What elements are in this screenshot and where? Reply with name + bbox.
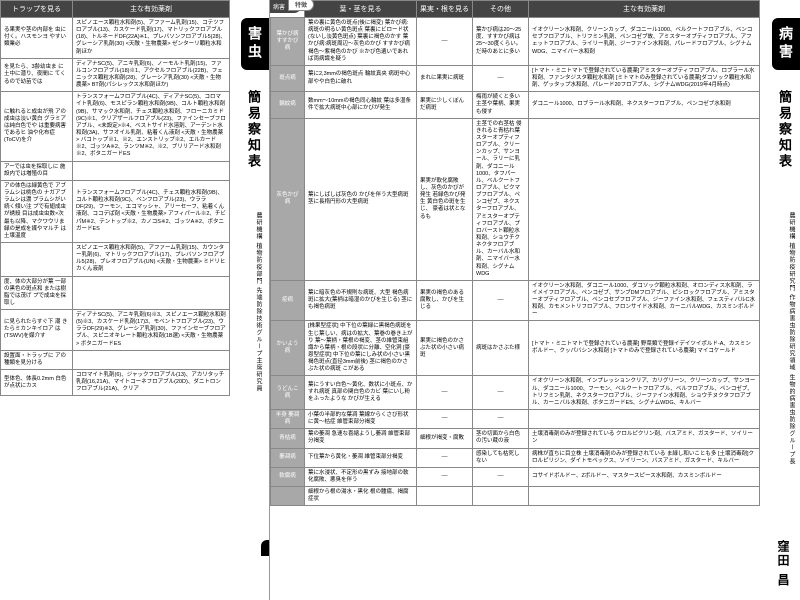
left-cell-trap: る果実や茎の内部を 虫に付く。ハスモンヨ やすい 類業必 xyxy=(1,18,73,59)
disease-cell: — xyxy=(417,376,473,410)
left-cell-trap: に見られたらすぐ下 潮 きたらミカンキイロア は(TSWV)を媒介す xyxy=(1,310,73,351)
disease-cell: 細根から根の湯水・黒化 根の腫瘍、褐腐症状 xyxy=(305,487,417,506)
disease-cell: — xyxy=(473,410,529,429)
left-cell-trap: アの体色は緑黄色で アブラムシは桃色の ナガアブラムシは濃 プラムシがい続く傾い… xyxy=(1,180,73,242)
left-cell-trap: 型体色、体長0.2mm 白色が点状にカス xyxy=(1,370,73,396)
disease-cell xyxy=(473,487,529,506)
right-table: 葉・茎を見る 果実・根を見る その他 主な有効薬剤 葉かび病 すすかび病葉の裏に… xyxy=(270,0,760,506)
left-name-tab xyxy=(261,540,269,556)
disease-name: 青枯病 xyxy=(271,429,305,448)
disease-cell: 葉にうすい白色〜黄化、数状に小斑点、かすれ病斑 真部の関白色のカビ 葉にいし粉を… xyxy=(305,376,417,410)
disease-cell: ダコニール1000、ロブラール水和剤、ネクスターフロアブル、ペンコゼブ水和剤 xyxy=(529,92,760,118)
disease-cell: イオクリーン水和剤、インプレッションクリア、カリグリーン、クリーンカップ、サンヨ… xyxy=(529,376,760,410)
disease-cell xyxy=(529,118,760,280)
disease-name: うどんこ病 xyxy=(271,376,305,410)
disease-name: 疫病 xyxy=(271,280,305,321)
disease-cell: — xyxy=(417,18,473,66)
disease-cell: 茎の切面から白色の汚い蔵の液 xyxy=(473,429,529,448)
disease-cell: 細根が褐変・腐敗 xyxy=(417,429,473,448)
disease-cell: — xyxy=(473,376,529,410)
disease-cell: 葉かび病は20〜25度、すすかび病は25〜30度くらい。だ時のあとに多い xyxy=(473,18,529,66)
disease-cell: — xyxy=(473,280,529,321)
disease-cell: — xyxy=(417,467,473,486)
disease-cell: コサイドボルドー、Zボルドー、マスタースピース水和剤、カスミンボルドー xyxy=(529,467,760,486)
disease-cell: 梅雨が続くと多い主茎や葉柄、果実も侵す xyxy=(473,92,529,118)
disease-cell: イオクリーン水和剤、クリーンカップ、ダコニール1000、ベルクートフロアブル、ベ… xyxy=(529,18,760,66)
disease-cell: 病株が直ちに目立株 土壌消毒剤のみが登録されている ま緑し和いことも多 [土壌消… xyxy=(529,448,760,467)
right-author: 窪田 昌 xyxy=(775,540,792,587)
left-cell-agent: スピノエース顆粒水和剤(5)、アファーム乳剤(15)、カウンター乳剤(6)、マト… xyxy=(73,242,230,276)
left-cell-trap: 度、体の大部分が葉 一部の黒色の斑点和 または樹脂では茂げ プで成虫を採取し xyxy=(1,276,73,310)
disease-cell: 葉に水浸状、不定形の黒ずみ 接地部の軟化腐敗、悪臭を伴う xyxy=(305,467,417,486)
disease-cell: 数mm〜10mmの褐色同心輪紋 葉は多湿条件で拡大病斑中心部にかびが発生 xyxy=(305,92,417,118)
disease-cell: 小葉の半部的な葉凋 葉線からくさび形状に黄〜枯症 維管束部分褐変 xyxy=(305,410,417,429)
right-hd-4: 主な有効薬剤 xyxy=(529,1,760,18)
disease-cell: 病斑はかさぶた様 xyxy=(473,321,529,376)
corner-feature: 特徴 xyxy=(288,0,314,11)
disease-cell: — xyxy=(417,448,473,467)
left-cell-agent: ディアナSC(5)、アニキ乳剤(6)、ノーモルト乳剤(15)、ファルコンフロアブ… xyxy=(73,58,230,92)
disease-name: 軟腐病 xyxy=(271,467,305,486)
disease-cell: 葉の裏に黄色の斑点(後に褐変) 葉かび病:病斑の明るい黄色斑点 葉裏にビロード状… xyxy=(305,18,417,66)
disease-name: 萎凋病 xyxy=(271,448,305,467)
disease-cell: 葉の萎凋 急速な喜縮ようし萎凋 維管束部分褐変 xyxy=(305,429,417,448)
disease-cell: 果実に褐色のかさぶた状の小さい病斑 xyxy=(417,321,473,376)
left-cell-agent xyxy=(73,161,230,180)
disease-cell: — xyxy=(417,410,473,429)
disease-cell: 土壌消毒剤のみが登録されている クロルピクリン剤、バスアミド、ガスタード、ソイリ… xyxy=(529,429,760,448)
disease-name: 斑点病 xyxy=(271,65,305,91)
left-author: 水谷 信 xyxy=(243,548,260,595)
left-cell-trap xyxy=(1,242,73,276)
left-cell-agent: トランスフォームフロアブル(4C)、チェス顆粒水和剤(9B)、コルト顆粒水和剤(… xyxy=(73,180,230,242)
disease-cell: 葉に2,3mmの褐色斑点 輪紋真央 病斑中心部やや白色に破れ xyxy=(305,65,417,91)
disease-name: 半身 萎凋病 xyxy=(271,410,305,429)
left-hd-1: トラップを見る xyxy=(1,1,73,18)
disease-cell: イオクリーン水和剤、ダコニール1000、ダコソック顆粒水和剤、オロンディス水和剤… xyxy=(529,280,760,321)
right-tab-disease: 病害 xyxy=(772,18,800,70)
left-cell-agent xyxy=(73,276,230,310)
disease-cell: 果実の褐色のある腐敗し、かびを生じる xyxy=(417,280,473,321)
disease-cell xyxy=(529,487,760,506)
left-cell-trap: を見たら、3齢幼虫ま に土中に潜り、夜間に てくるので幼苗では xyxy=(1,58,73,92)
left-cell-agent xyxy=(73,350,230,369)
left-cell-trap: に触れると成虫が飛 アの成虫は淡い黄白 グラミアは純白色でや は重要病害であるヒ… xyxy=(1,92,73,161)
disease-cell: [株果型症状] 中下位の葉緑に黒褐色病斑を生じ葉しい、病はの拡大、葉巻の巻き上が… xyxy=(305,321,417,376)
left-table: トラップを見る 主な有効薬剤 る果実や茎の内部を 虫に付く。ハスモンヨ やすい … xyxy=(0,0,230,396)
left-cell-trap: アーでは虫を採取しに 施設内では増殖の目 xyxy=(1,161,73,180)
disease-name: かいよう病 xyxy=(271,321,305,376)
disease-cell: 下位葉から黄化・萎凋 維管束部分褐変 xyxy=(305,448,417,467)
left-cell-agent: トランスフォームフロアブル(4C)、ディアナSC(5)、コロマイト乳剤(6)、モ… xyxy=(73,92,230,161)
disease-cell xyxy=(417,487,473,506)
left-tab-pest: 害虫 xyxy=(241,18,269,70)
disease-name: 輪紋病 xyxy=(271,92,305,118)
left-cell-agent: ディアナSC(5)、アニキ乳剤(6)※3、スピノエース顆粒水和剤(5)※3、カス… xyxy=(73,310,230,351)
left-cell-agent: コロマイト乳剤(6)、ジャックフロアブル(13)、アカリタッチ乳剤(16,21A… xyxy=(73,370,230,396)
disease-cell: [トマト・ミニトマトで登録されている農薬] 野菜類で登録イデイツイポルド-A、カ… xyxy=(529,321,760,376)
disease-cell: 主茎での右茎枯 侵きれると青枯れ葉 スターオプティフロアブル、クリーンカップ、サ… xyxy=(473,118,529,280)
disease-cell: 葉に暗灰色の不規則な病斑、大型 褐色病斑に拡大(葉柄は暗湿のかびを生じる) 茎に… xyxy=(305,280,417,321)
disease-cell xyxy=(529,410,760,429)
left-tab-sub: 簡易察知表 xyxy=(244,90,263,170)
right-tab-sub: 簡易察知表 xyxy=(775,90,794,170)
disease-cell: 葉にしばしば灰色の かびを伴う大型病斑 茎に長楕円形の大型病斑 xyxy=(305,118,417,280)
right-credit: 農研機構 植物防疫研究門 作物病害虫防除研究領域 生物的病害虫防除グループ長 xyxy=(776,212,796,465)
right-hd-2: 果実・根を見る xyxy=(417,1,473,18)
disease-cell: — xyxy=(473,467,529,486)
disease-cell: まれに果実に病斑 xyxy=(417,65,473,91)
disease-name: 灰色かび病 xyxy=(271,118,305,280)
disease-cell: 果実が軟化腐敗し、灰色のかびが発生 若緑色かび発生 黄白色の斑を生じ、 豪者は状… xyxy=(417,118,473,280)
disease-name: 葉かび病 すすかび病 xyxy=(271,18,305,66)
disease-cell: 感染しても枯死しない xyxy=(473,448,529,467)
disease-name xyxy=(271,487,305,506)
right-hd-1: 葉・茎を見る xyxy=(305,1,417,18)
left-credit: 農研機構 植物防疫部門 先端防除技術グループ主席研究員 xyxy=(254,212,263,392)
disease-cell: — xyxy=(473,65,529,91)
left-cell-agent: スピノエース顆粒水和剤(5)、アファーム乳剤(15)、コテツフロアブル(13)、… xyxy=(73,18,230,59)
disease-cell: 果実に少しくぼんだ病斑 xyxy=(417,92,473,118)
left-cell-trap: 設置面・トラップに アの種類を見分ける xyxy=(1,350,73,369)
left-hd-2: 主な有効薬剤 xyxy=(73,1,230,18)
right-hd-3: その他 xyxy=(473,1,529,18)
disease-cell: [トマト・ミニトマトで登録されている農薬]アミスターオプティフロアブル、ロブラー… xyxy=(529,65,760,91)
